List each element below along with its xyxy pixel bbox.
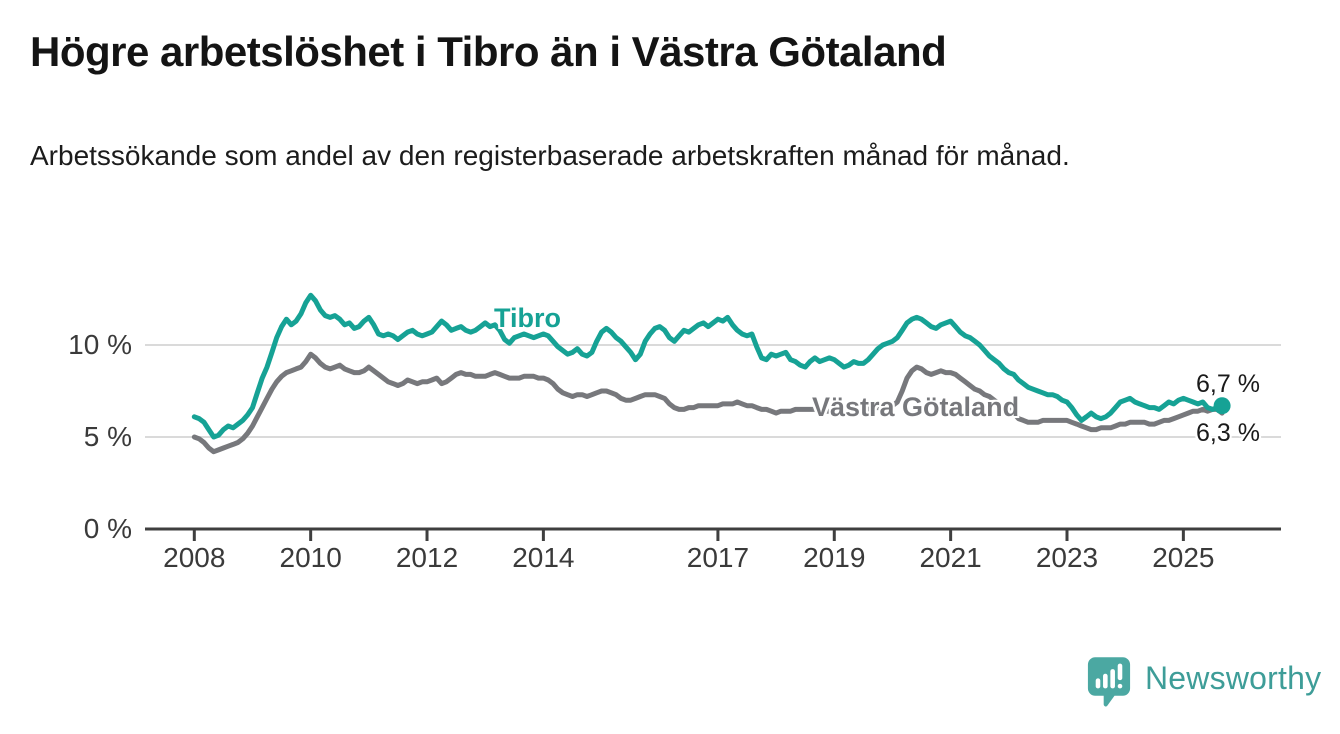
series-label-vastra-gotaland: Västra Götaland — [812, 392, 1020, 422]
y-axis-label: 0 % — [83, 513, 132, 544]
y-axis-label: 5 % — [83, 421, 132, 452]
x-axis-label: 2019 — [803, 542, 866, 573]
x-axis-label: 2010 — [279, 542, 342, 573]
end-value-label-vastra-gotaland: 6,3 % — [1196, 419, 1260, 447]
newsworthy-brand-text: Newsworthy — [1145, 660, 1322, 696]
page-subtitle: Arbetssökande som andel av den registerb… — [30, 140, 1070, 171]
page-title: Högre arbetslöshet i Tibro än i Västra G… — [30, 28, 947, 75]
x-axis-label: 2012 — [395, 542, 459, 573]
x-axis-label: 2025 — [1152, 542, 1215, 573]
end-value-label-tibro: 6,7 % — [1196, 370, 1260, 398]
series-label-tibro: Tibro — [494, 303, 561, 333]
x-axis-label: 2023 — [1035, 542, 1099, 573]
x-axis-label: 2008 — [163, 542, 226, 573]
y-axis-label: 10 % — [68, 329, 132, 360]
newsworthy-logo: Newsworthy — [1087, 656, 1321, 708]
x-axis-label: 2021 — [919, 542, 982, 573]
bar-chart-speech-bubble-icon — [1087, 657, 1131, 707]
x-axis-label: 2017 — [686, 542, 750, 573]
x-axis-label: 2014 — [512, 542, 575, 573]
